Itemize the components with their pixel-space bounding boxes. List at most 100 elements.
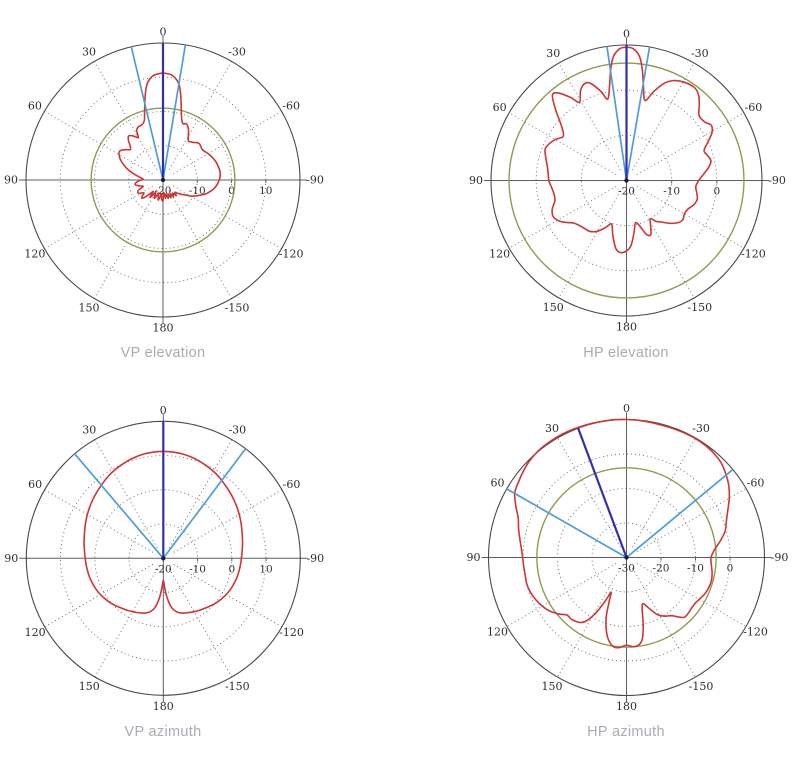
chart-title-vp-elevation: VP elevation	[120, 345, 206, 361]
angle-label: -60	[745, 101, 763, 114]
spoke-grid-line	[44, 185, 153, 249]
spoke-grid-line	[508, 186, 617, 249]
main-beam-line	[577, 427, 628, 558]
angle-label: 120	[25, 626, 46, 639]
angle-label: -60	[747, 477, 765, 490]
angle-label: 180	[616, 700, 637, 713]
beamwidth-marker-line	[625, 46, 651, 181]
spoke-grid-line	[168, 568, 233, 678]
spoke-grid-line	[557, 437, 621, 548]
beamwidth-marker-line	[74, 453, 164, 559]
db-tick-label: 0	[727, 563, 734, 575]
spoke-grid-line	[168, 61, 232, 170]
db-tick-label: 0	[228, 563, 235, 575]
angle-label: 0	[623, 28, 630, 41]
angle-label: 150	[542, 680, 563, 693]
radiation-pattern-curve	[118, 72, 222, 202]
radiation-pattern-curve	[513, 418, 731, 649]
spoke-grid-line	[557, 567, 621, 678]
angle-label: 120	[487, 626, 508, 639]
angle-label: 90	[467, 551, 481, 564]
angle-label: -150	[689, 680, 714, 693]
angle-label: -30	[228, 424, 246, 437]
angle-label: 90	[469, 174, 483, 187]
radiation-pattern-curve	[544, 46, 714, 254]
db-tick-label: 10	[259, 185, 272, 197]
angle-label: 150	[543, 301, 564, 314]
angle-label: -150	[225, 680, 250, 693]
spoke-grid-line	[508, 112, 617, 175]
spoke-grid-line	[636, 112, 745, 175]
beamwidth-marker-line	[606, 46, 628, 181]
angle-label: -90	[771, 551, 789, 564]
spoke-grid-line	[173, 489, 283, 553]
angle-label: 90	[4, 174, 18, 187]
polar-chart-3: 0 30 -30 60 -60 90 -90 120 -120 150 -150 180 -30 -20 -…	[467, 402, 789, 713]
chart-title-hp-elevation: HP elevation	[583, 345, 669, 361]
angle-label: 120	[489, 247, 510, 260]
angle-label: -120	[279, 248, 304, 261]
polar-chart-2: 0 30 -30 60 -60 90 -90 120 -120 150 -150 180 -20 -10 0…	[4, 404, 324, 713]
spoke-grid-line	[94, 190, 158, 299]
chart-title-hp-azimuth: HP azimuth	[587, 724, 665, 740]
angle-label: 30	[82, 424, 96, 437]
angle-label: 180	[616, 321, 637, 334]
db-tick-label: -10	[687, 563, 704, 575]
angle-label: -90	[306, 552, 324, 565]
spoke-grid-line	[168, 190, 232, 299]
beamwidth-marker-line	[625, 468, 734, 559]
angle-label: 150	[79, 680, 100, 693]
angle-label: -30	[228, 45, 246, 58]
db-tick-label: -20	[155, 563, 172, 575]
angle-label: -60	[283, 478, 301, 491]
spoke-grid-line	[173, 111, 282, 175]
spoke-grid-line	[506, 563, 617, 627]
spoke-grid-line	[44, 563, 154, 628]
angle-label: -90	[768, 174, 786, 187]
angle-label: -60	[282, 100, 300, 113]
angle-label: 150	[79, 302, 100, 315]
angle-label: 180	[153, 700, 174, 713]
gain-reference-circle	[536, 467, 717, 648]
db-tick-label: 10	[259, 563, 272, 575]
db-tick-label: -20	[653, 563, 670, 575]
angle-label: 90	[4, 552, 18, 565]
angle-label: 30	[545, 422, 559, 435]
spoke-grid-line	[636, 563, 747, 627]
spoke-grid-line	[173, 563, 283, 628]
db-tick-label: 0	[228, 185, 235, 197]
angle-label: -30	[691, 47, 709, 60]
chart-title-vp-azimuth: VP azimuth	[124, 724, 202, 740]
beamwidth-marker-line	[162, 448, 247, 559]
beamwidth-marker-line	[162, 44, 187, 181]
spoke-grid-line	[44, 111, 153, 175]
angle-label: -30	[692, 422, 710, 435]
angle-label: 60	[490, 477, 504, 490]
spoke-grid-line	[636, 186, 745, 249]
spoke-grid-line	[558, 62, 621, 171]
db-tick-label: -10	[189, 563, 206, 575]
db-tick-label: -20	[618, 186, 635, 198]
center-dot	[160, 177, 166, 183]
angle-label: -120	[279, 626, 304, 639]
angle-label: 60	[493, 101, 507, 114]
angle-label: -90	[306, 174, 324, 187]
angle-label: 60	[28, 478, 42, 491]
db-tick-label: -10	[189, 185, 206, 197]
spoke-grid-line	[44, 489, 154, 553]
spoke-grid-line	[632, 567, 696, 678]
angle-label: 0	[160, 404, 167, 417]
beamwidth-marker-line	[130, 46, 164, 181]
center-dot	[624, 555, 629, 560]
angle-label: 0	[623, 402, 630, 415]
spoke-grid-line	[632, 190, 695, 299]
spoke-grid-line	[94, 439, 158, 549]
db-tick-label: -10	[663, 186, 680, 198]
angle-label: 30	[546, 47, 560, 60]
polar-chart-1: 0 30 -30 60 -60 90 -90 120 -120 150 -150 180 -20 -10 0	[469, 28, 786, 334]
spoke-grid-line	[632, 62, 695, 171]
angle-label: 60	[28, 100, 42, 113]
